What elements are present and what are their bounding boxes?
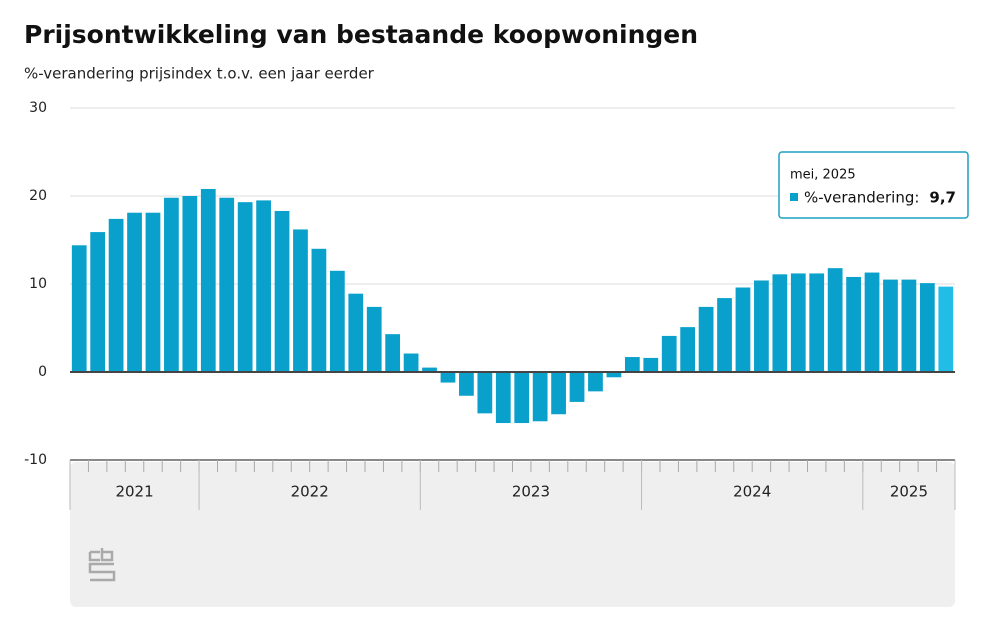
- year-label: 2023: [512, 483, 550, 501]
- bar: [145, 212, 161, 372]
- tooltip-value: 9,7: [929, 189, 956, 207]
- tooltip-box: [778, 151, 969, 219]
- bar: [182, 196, 198, 372]
- bar: [366, 306, 382, 372]
- bar: [606, 372, 622, 378]
- bar: [108, 218, 124, 372]
- bar: [311, 248, 327, 372]
- axis-panel: [70, 462, 955, 607]
- tooltip: mei, 2025 %-verandering: 9,7: [778, 151, 969, 219]
- bar: [127, 212, 142, 372]
- bar: [274, 210, 290, 372]
- bar: [735, 287, 751, 372]
- bar: [293, 229, 308, 372]
- bar: [219, 197, 235, 372]
- y-tick-label: 20: [29, 188, 47, 204]
- bar: [938, 286, 954, 372]
- bar: [90, 232, 106, 372]
- bar: [422, 367, 437, 372]
- bar: [385, 334, 401, 372]
- bar: [514, 372, 530, 424]
- bar: [440, 372, 456, 383]
- bar: [754, 280, 769, 372]
- tooltip-swatch: [790, 193, 798, 201]
- bar: [827, 268, 843, 372]
- bar: [403, 353, 419, 372]
- bar: [717, 298, 732, 372]
- bar: [569, 372, 585, 402]
- bar: [200, 188, 216, 372]
- bar: [901, 279, 917, 372]
- year-label: 2021: [115, 483, 153, 501]
- bar: [661, 335, 677, 372]
- cbs-logo: [88, 548, 116, 582]
- bar: [459, 372, 474, 396]
- y-tick-label: -10: [24, 452, 47, 468]
- bar: [532, 372, 548, 422]
- bar: [348, 293, 364, 372]
- bar: [809, 273, 825, 372]
- bar: [71, 245, 87, 372]
- bar: [846, 276, 861, 372]
- bar: [883, 279, 898, 372]
- y-tick-label: 30: [29, 100, 47, 116]
- bar: [164, 197, 179, 372]
- bar: [790, 273, 806, 372]
- tooltip-title: mei, 2025: [790, 168, 856, 183]
- bar: [680, 327, 696, 372]
- bar: [237, 202, 253, 372]
- year-label: 2025: [890, 483, 928, 501]
- bar: [643, 357, 659, 372]
- year-label: 2024: [733, 483, 771, 501]
- bar: [495, 372, 511, 424]
- bar: [864, 272, 880, 372]
- y-tick-label: 10: [29, 276, 47, 292]
- bar: [772, 274, 788, 372]
- bar: [624, 357, 640, 372]
- tooltip-label: %-verandering:: [804, 189, 919, 207]
- bar: [256, 200, 271, 372]
- bar: [551, 372, 566, 415]
- bar: [477, 372, 493, 414]
- chart-title: Prijsontwikkeling van bestaande koopwoni…: [24, 20, 698, 49]
- chart-subtitle: %-verandering prijsindex t.o.v. een jaar…: [24, 65, 375, 83]
- bar: [698, 306, 714, 372]
- y-tick-label: 0: [38, 364, 47, 380]
- year-label: 2022: [291, 483, 329, 501]
- bar: [919, 283, 935, 372]
- bar: [329, 270, 345, 372]
- bar: [588, 372, 603, 392]
